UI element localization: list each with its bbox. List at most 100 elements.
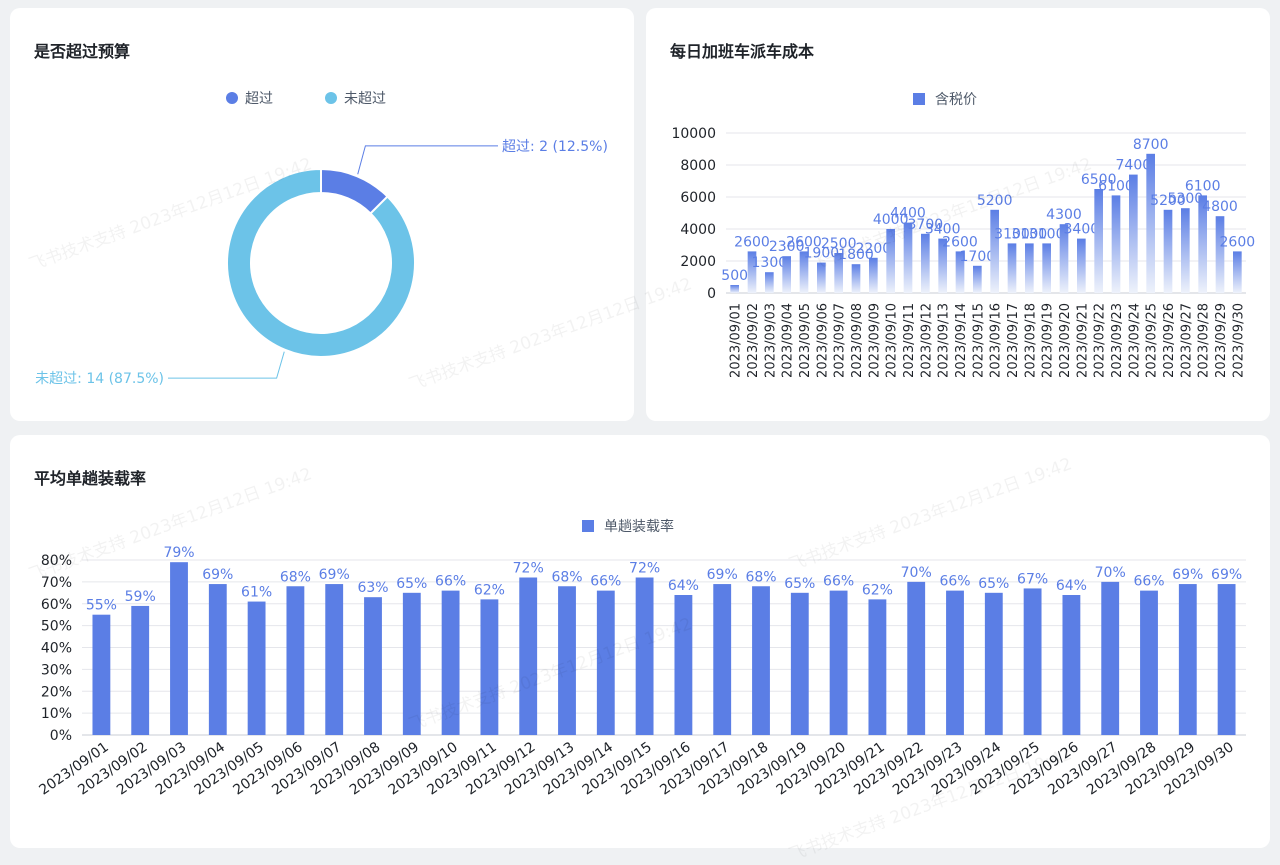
load-card: 平均单趟装载率 单趟装载率 0% 10% 20% 30% 40% 50% 60% 70% 80% 5… <box>10 435 1270 848</box>
bar <box>946 590 964 735</box>
bar <box>829 590 848 735</box>
bar-value-label: 1300 <box>752 255 788 271</box>
bar <box>713 584 732 735</box>
bar <box>790 592 809 735</box>
bar-value-label: 2500 <box>821 236 857 252</box>
bar-value-label: 68% <box>745 569 776 585</box>
x-tick-label: 2023/09/17 <box>1006 303 1021 378</box>
x-tick-label: 2023/09/02 <box>746 303 761 378</box>
bar <box>765 272 774 293</box>
bar <box>1233 251 1242 293</box>
y-tick-label: 10% <box>41 706 72 722</box>
y-tick-label: 8000 <box>680 158 716 174</box>
bar <box>1059 224 1069 293</box>
bar <box>973 265 982 293</box>
legend-label: 超过 <box>245 91 273 107</box>
x-tick-label: 2023/09/09 <box>867 303 882 378</box>
bar <box>1181 208 1190 293</box>
x-tick-label: 2023/09/06 <box>815 303 830 378</box>
bar-value-label: 55% <box>86 598 117 614</box>
bar-value-label: 5200 <box>1150 193 1186 209</box>
bar <box>1042 243 1051 293</box>
bar-value-label: 66% <box>1133 574 1164 590</box>
bar <box>1007 243 1017 293</box>
bar-value-label: 500 <box>721 268 748 284</box>
y-tick-label: 0 <box>707 286 716 302</box>
x-tick-label: 2023/09/01 <box>729 303 744 378</box>
x-tick-label: 2023/09/03 <box>763 303 778 378</box>
legend-marker <box>913 93 925 105</box>
budget-card-title: 是否超过预算 <box>34 42 131 61</box>
load-rate-bar-chart: 单趟装载率0%10%20%30%40%50%60%70%80%55%2023/0… <box>36 518 1246 799</box>
x-tick-label: 2023/09/07 <box>833 303 848 378</box>
y-tick-label: 30% <box>41 662 72 678</box>
y-tick-label: 4000 <box>680 222 716 238</box>
bar-value-label: 4000 <box>873 212 909 228</box>
legend-marker <box>582 520 594 532</box>
bar <box>990 209 999 293</box>
bar-value-label: 7400 <box>1116 158 1152 174</box>
cost-bar-chart: 含税价 0 2000 4000 6000 8000 10000 500 2023/09/01 26… <box>671 92 1256 378</box>
budget-card: 是否超过预算 超过 未超过 超过: 2 (12.5%) 未超过: 14 (87.5%) <box>10 8 634 421</box>
y-tick-label: 50% <box>41 619 72 635</box>
bar-value-label: 8700 <box>1133 137 1169 153</box>
x-tick-label: 2023/09/29 <box>1214 303 1229 378</box>
bar-value-label: 4300 <box>1046 207 1082 223</box>
x-tick-label: 2023/09/28 <box>1197 303 1212 378</box>
legend-marker <box>226 92 238 104</box>
bar-value-label: 66% <box>823 574 854 590</box>
bar <box>752 586 770 735</box>
bar-value-label: 2600 <box>1220 234 1256 250</box>
bar <box>1163 209 1173 293</box>
bar <box>817 262 826 293</box>
y-tick-label: 10000 <box>671 126 716 142</box>
bar <box>519 577 538 735</box>
x-tick-label: 2023/09/18 <box>1023 303 1038 378</box>
bar-value-label: 2600 <box>786 234 822 250</box>
bar <box>131 605 150 735</box>
bar-value-label: 65% <box>784 576 815 592</box>
bar <box>208 584 227 735</box>
x-tick-label: 2023/09/25 <box>1145 303 1160 378</box>
bar-value-label: 6100 <box>1185 178 1221 194</box>
bar-value-label: 5200 <box>977 193 1013 209</box>
y-tick-label: 80% <box>41 553 72 569</box>
bar <box>1094 189 1103 293</box>
bar-value-label: 67% <box>1017 571 1048 587</box>
x-tick-label: 2023/09/16 <box>989 303 1004 378</box>
bar-value-label: 1900 <box>804 246 840 262</box>
x-tick-label: 2023/09/21 <box>1075 303 1090 378</box>
bar-value-label: 66% <box>939 574 970 590</box>
y-tick-label: 20% <box>41 684 72 700</box>
bar-value-label: 5300 <box>1168 191 1204 207</box>
bar-value-label: 2200 <box>856 241 892 257</box>
x-tick-label: 2023/09/27 <box>1179 303 1194 378</box>
x-tick-label: 2023/09/19 <box>1041 303 1056 378</box>
bar-value-label: 61% <box>241 585 272 601</box>
pie-leader-line <box>357 145 498 175</box>
legend-marker <box>325 92 337 104</box>
bar <box>596 590 615 735</box>
bar <box>834 253 843 293</box>
bar-value-label: 69% <box>202 567 233 583</box>
x-tick-label: 2023/09/14 <box>954 303 969 378</box>
bar <box>1178 584 1197 735</box>
bar <box>851 264 861 293</box>
cost-card: 每日加班车派车成本 含税价 0 2000 4000 6000 8000 10000 500 20… <box>646 8 1270 421</box>
x-tick-label: 2023/09/22 <box>1093 303 1108 378</box>
bar <box>364 597 382 735</box>
bar-value-label: 66% <box>435 574 466 590</box>
bar <box>868 599 887 735</box>
bar-value-label: 2600 <box>942 234 978 250</box>
legend-label: 单趟装载率 <box>604 518 674 535</box>
bar-value-label: 65% <box>978 576 1009 592</box>
bar-value-label: 2300 <box>769 239 805 255</box>
bar-value-label: 59% <box>125 589 156 605</box>
bar <box>1025 243 1034 293</box>
bar <box>1129 174 1138 293</box>
bar-value-label: 3100 <box>1012 226 1048 242</box>
pie-slice-label: 超过: 2 (12.5%) <box>502 139 608 155</box>
bar <box>955 251 965 293</box>
bar <box>730 285 739 293</box>
bar-value-label: 79% <box>163 545 194 561</box>
